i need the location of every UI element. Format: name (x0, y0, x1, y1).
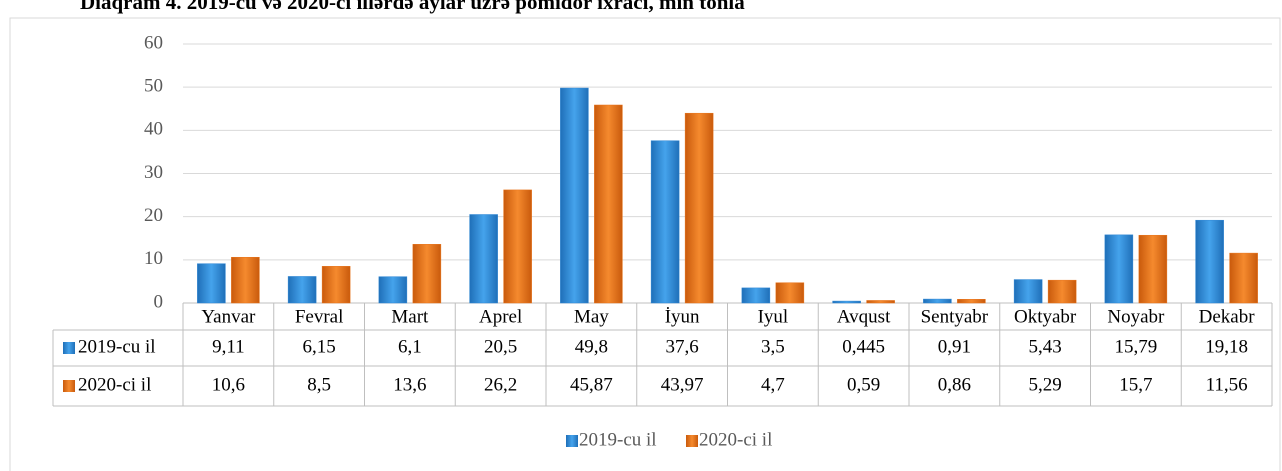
x-tick-label: Iyul (758, 306, 789, 327)
bar (1047, 279, 1077, 304)
table-cell: 3,5 (761, 336, 785, 357)
table-cell: 11,56 (1206, 374, 1248, 395)
x-tick-label: Aprel (479, 306, 522, 327)
table-cell: 26,2 (484, 374, 517, 395)
legend-swatch (63, 380, 75, 392)
table-cell: 6,15 (303, 336, 336, 357)
x-tick-label: Noyabr (1107, 306, 1165, 327)
x-tick-label: May (574, 306, 609, 327)
table-row-label: 2019-cu il (78, 336, 156, 357)
y-tick-label: 0 (154, 291, 164, 312)
bar (775, 282, 805, 304)
bar (650, 140, 680, 304)
legend-label: 2020-ci il (699, 429, 772, 450)
table-cell: 6,1 (398, 336, 422, 357)
bar (231, 256, 260, 304)
x-tick-label: İyun (665, 306, 700, 327)
chart-frame (9, 17, 1281, 471)
x-tick-label: Oktyabr (1014, 306, 1077, 327)
bar (560, 87, 589, 304)
x-tick-label: Fevral (295, 306, 344, 327)
y-tick-label: 50 (144, 76, 163, 97)
bar (1229, 252, 1258, 304)
x-tick-label: Yanvar (201, 306, 256, 327)
y-tick-label: 30 (144, 162, 163, 183)
x-tick-label: Mart (391, 306, 429, 327)
bar (469, 214, 498, 304)
bar (866, 300, 895, 304)
x-tick-label: Avqust (837, 306, 891, 327)
table-cell: 0,59 (847, 374, 880, 395)
bar (1195, 219, 1224, 304)
bar (1013, 279, 1043, 304)
y-tick-label: 20 (144, 205, 163, 226)
table-cell: 10,6 (212, 374, 245, 395)
bar (1104, 234, 1134, 304)
bar (1138, 234, 1168, 304)
table-cell: 5,29 (1029, 374, 1062, 395)
bar (923, 298, 952, 304)
table-cell: 5,43 (1029, 336, 1062, 357)
y-tick-label: 60 (144, 32, 163, 53)
table-cell: 0,91 (938, 336, 971, 357)
table-cell: 15,79 (1115, 336, 1158, 357)
y-tick-label: 10 (144, 248, 163, 269)
legend-swatch (686, 435, 698, 447)
table-cell: 8,5 (307, 374, 331, 395)
y-tick-label: 40 (144, 119, 163, 140)
x-tick-label: Dekabr (1199, 306, 1256, 327)
table-cell: 19,18 (1205, 336, 1248, 357)
chart-title: Diaqram 4. 2019-cu və 2020-ci illərdə ay… (80, 0, 745, 14)
bar (197, 263, 226, 304)
table-cell: 9,11 (212, 336, 245, 357)
bar (378, 276, 408, 304)
table-cell: 15,7 (1119, 374, 1152, 395)
legend-swatch (63, 342, 75, 354)
table-cell: 4,7 (761, 374, 785, 395)
table-cell: 37,6 (666, 336, 699, 357)
bar (412, 244, 442, 304)
x-tick-label: Sentyabr (921, 306, 989, 327)
bar (287, 276, 317, 304)
table-cell: 0,86 (938, 374, 971, 395)
table-row-label: 2020-ci il (78, 374, 151, 395)
table-cell: 20,5 (484, 336, 517, 357)
table-cell: 45,87 (570, 374, 613, 395)
bar (684, 112, 714, 304)
bar (957, 299, 986, 304)
table-cell: 49,8 (575, 336, 608, 357)
bar (832, 300, 861, 304)
table-cell: 43,97 (661, 374, 704, 395)
bar (741, 287, 771, 304)
legend-swatch (566, 435, 578, 447)
bar (503, 189, 532, 304)
legend-label: 2019-cu il (579, 429, 657, 450)
table-cell: 0,445 (842, 336, 885, 357)
bar (321, 266, 351, 304)
table-cell: 13,6 (393, 374, 426, 395)
bar (594, 104, 623, 304)
